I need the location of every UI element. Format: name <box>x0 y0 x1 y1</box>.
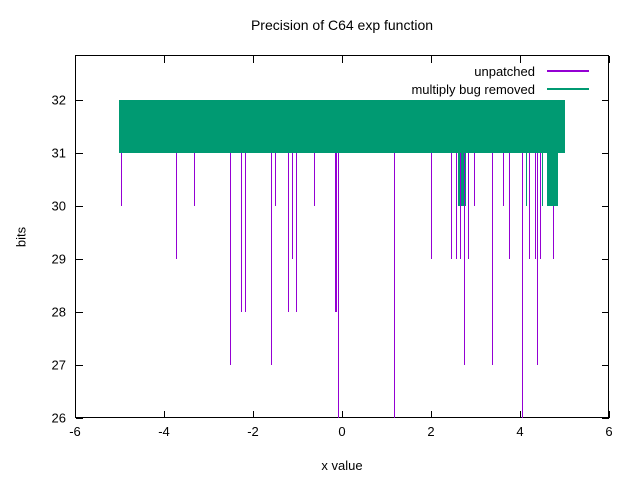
purple-spike <box>535 153 536 260</box>
y-tick-label: 32 <box>51 92 66 108</box>
y-tick-mirror <box>602 312 609 313</box>
legend-line-sample <box>547 88 589 90</box>
purple-spike <box>474 153 475 207</box>
y-tick-mirror <box>602 259 609 261</box>
purple-spike <box>296 153 297 312</box>
y-tick <box>76 206 83 208</box>
y-tick-label: 26 <box>51 410 66 426</box>
purple-spike <box>336 153 337 312</box>
purple-spike <box>431 153 432 260</box>
purple-spike <box>245 153 246 312</box>
green-dip <box>458 100 467 207</box>
y-tick-label: 28 <box>51 304 66 320</box>
y-tick-mirror <box>602 100 609 102</box>
purple-spike <box>314 153 315 207</box>
purple-spike <box>468 153 469 260</box>
green-dip <box>546 100 559 207</box>
purple-spike <box>529 153 530 260</box>
purple-spike <box>194 153 195 207</box>
purple-spike <box>394 153 395 418</box>
x-tick-mirror <box>164 56 165 63</box>
legend: unpatched multiply bug removed <box>411 62 589 98</box>
y-tick-mirror <box>602 418 609 419</box>
purple-spike <box>553 153 554 260</box>
x-tick <box>609 411 610 418</box>
x-tick-label: 6 <box>605 424 613 439</box>
green-spike <box>526 153 527 207</box>
x-tick-label: 0 <box>338 424 346 439</box>
y-tick <box>76 365 83 366</box>
y-tick-label: 31 <box>51 145 66 161</box>
purple-spike <box>241 153 242 312</box>
x-tick <box>253 411 254 418</box>
x-tick-label: 2 <box>427 424 435 439</box>
x-tick-mirror <box>431 56 432 63</box>
x-tick-label: 4 <box>516 424 524 439</box>
purple-spike <box>275 153 276 207</box>
purple-spike <box>451 153 452 260</box>
y-tick <box>76 153 83 155</box>
green-spike <box>542 153 543 207</box>
purple-spike <box>335 153 336 312</box>
legend-line-sample <box>547 70 589 72</box>
purple-spike <box>271 153 272 365</box>
purple-spike <box>338 153 339 418</box>
y-tick <box>76 312 83 313</box>
y-tick <box>76 100 83 102</box>
purple-spike <box>522 153 523 418</box>
purple-spike <box>292 153 293 260</box>
purple-spike <box>509 153 510 260</box>
y-tick-label: 30 <box>51 198 66 214</box>
purple-spike <box>176 153 177 260</box>
x-tick-mirror <box>520 56 521 63</box>
purple-spike <box>288 153 289 312</box>
purple-spike <box>540 153 541 260</box>
purple-spike <box>492 153 493 365</box>
x-tick-mirror <box>342 56 343 63</box>
x-tick-label: -4 <box>158 424 170 439</box>
x-tick-mirror <box>609 56 610 63</box>
x-tick-mirror <box>253 56 254 63</box>
y-axis-label: bits <box>13 226 29 248</box>
x-tick <box>520 411 521 418</box>
y-tick-label: 29 <box>51 251 66 267</box>
legend-label-unpatched: unpatched <box>474 63 535 79</box>
y-tick-mirror <box>602 153 609 155</box>
y-tick <box>76 418 83 419</box>
purple-spike <box>230 153 231 365</box>
purple-spike <box>456 153 457 260</box>
purple-spike-front <box>464 153 465 365</box>
y-tick-mirror <box>602 365 609 366</box>
purple-spike <box>537 153 538 365</box>
x-tick <box>75 411 76 418</box>
purple-spike-front <box>460 153 461 260</box>
x-tick <box>342 411 343 418</box>
purple-spike <box>503 153 504 207</box>
legend-row-multiply-bug-removed: multiply bug removed <box>411 80 589 98</box>
x-tick-label: -6 <box>69 424 81 439</box>
x-tick-mirror <box>75 56 76 63</box>
x-axis-label: x value <box>321 458 363 473</box>
purple-spike <box>121 153 122 207</box>
y-tick <box>76 259 83 261</box>
x-tick-label: -2 <box>247 424 259 439</box>
legend-label-multiply-bug-removed: multiply bug removed <box>411 81 535 97</box>
chart-title: Precision of C64 exp function <box>250 17 434 33</box>
green-band <box>118 100 565 154</box>
x-tick <box>164 411 165 418</box>
y-tick-mirror <box>602 206 609 208</box>
y-tick-label: 27 <box>51 357 66 373</box>
x-tick <box>431 411 432 418</box>
legend-row-unpatched: unpatched <box>411 62 589 80</box>
